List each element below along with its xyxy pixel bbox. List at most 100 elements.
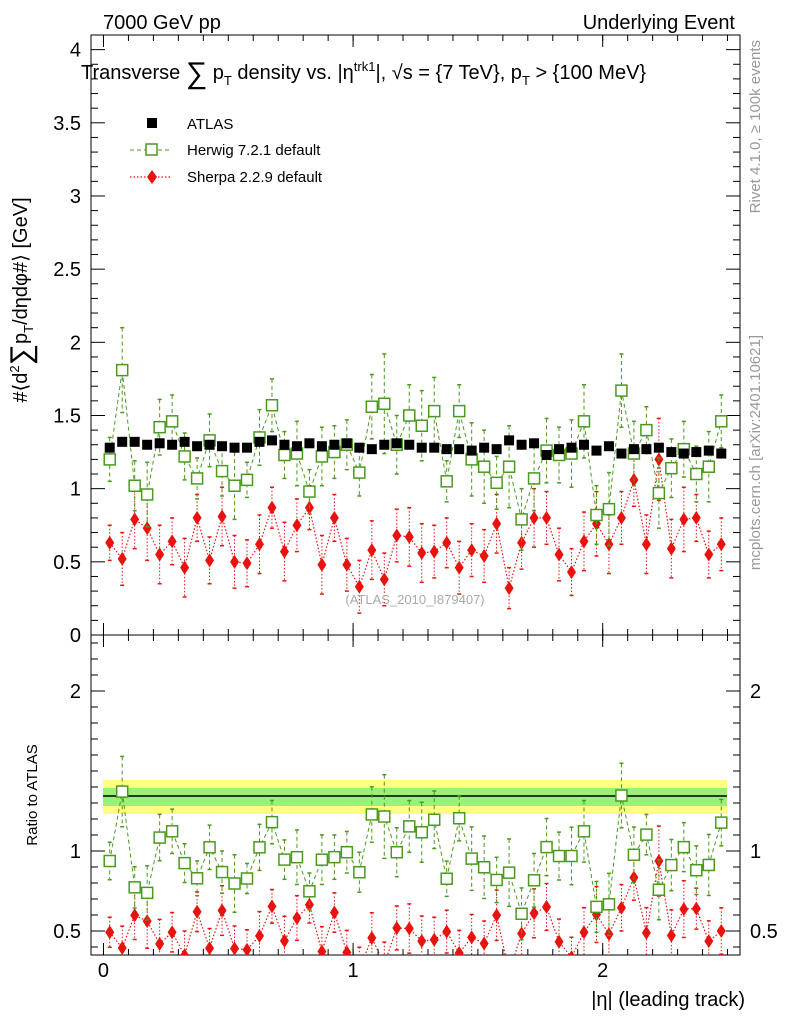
herwig-point	[140, 488, 154, 501]
herwig-point	[702, 858, 716, 872]
herwig-point	[278, 448, 291, 462]
sherpa-point	[479, 548, 489, 563]
herwig-point	[577, 415, 591, 428]
y-tick-label: 2.5	[53, 259, 81, 281]
sherpa-point	[217, 903, 227, 918]
herwig-point	[665, 461, 678, 475]
atlas-point	[279, 439, 290, 450]
sherpa-point	[666, 541, 676, 556]
y-tick-label: 0	[70, 625, 81, 647]
herwig-point	[477, 460, 491, 473]
herwig-point	[103, 854, 116, 868]
herwig-point	[315, 450, 329, 463]
herwig-point	[552, 849, 566, 863]
atlas-point	[142, 439, 153, 450]
atlas-point	[266, 435, 277, 446]
ratio-tick-label-right: 1	[750, 841, 761, 863]
herwig-point	[153, 831, 166, 844]
atlas-point	[516, 439, 527, 450]
herwig-point	[627, 848, 641, 862]
sherpa-point	[117, 551, 127, 566]
sherpa-point	[554, 547, 564, 562]
atlas-point	[217, 441, 228, 452]
header-left: 7000 GeV pp	[103, 12, 221, 34]
herwig-point	[690, 467, 703, 481]
sherpa-point	[604, 927, 614, 942]
atlas-point	[529, 438, 540, 449]
sherpa-point	[192, 510, 202, 525]
sherpa-point	[429, 932, 439, 947]
herwig-point	[378, 397, 391, 411]
y-tick-label: 2	[70, 332, 81, 354]
atlas-point	[316, 441, 327, 452]
atlas-point	[441, 444, 452, 455]
herwig-point	[427, 813, 441, 826]
herwig-point	[702, 460, 716, 473]
herwig-point	[190, 472, 204, 485]
herwig-point	[415, 826, 428, 839]
atlas-point	[354, 442, 365, 453]
sherpa-point	[279, 933, 289, 948]
atlas-point	[678, 448, 689, 459]
x-tick-label: 2	[597, 960, 608, 982]
atlas-point	[366, 444, 377, 455]
sherpa-point	[392, 528, 402, 543]
sherpa-point	[404, 529, 414, 544]
sherpa-point	[254, 537, 264, 552]
y-tick-label: 0.5	[53, 552, 81, 574]
herwig-point	[203, 841, 216, 854]
ratio-y-axis-label: Ratio to ATLAS	[24, 744, 41, 845]
herwig-point	[240, 473, 254, 487]
sherpa-point	[404, 921, 414, 936]
legend-marker-sherpa	[147, 170, 157, 184]
sherpa-point	[691, 510, 701, 525]
atlas-point	[117, 436, 128, 447]
sherpa-point	[130, 512, 140, 527]
atlas-point	[566, 442, 577, 453]
sherpa-point	[392, 920, 402, 935]
atlas-point	[591, 445, 602, 456]
sherpa-point	[105, 925, 115, 940]
sherpa-point	[616, 510, 626, 525]
sherpa-point	[155, 936, 165, 951]
herwig-point	[303, 885, 316, 898]
atlas-point	[554, 444, 565, 455]
ratio-plot-frame	[90, 634, 741, 956]
sherpa-point	[205, 941, 215, 955]
ratio-tick-label-right: 0.5	[750, 921, 778, 943]
herwig-point	[577, 825, 591, 838]
herwig-point	[215, 865, 229, 879]
y-tick-label: 1.5	[53, 405, 81, 427]
herwig-point	[515, 907, 528, 921]
sherpa-point	[254, 928, 264, 943]
herwig-point	[602, 898, 616, 911]
herwig-point	[465, 852, 478, 865]
sherpa-point	[641, 925, 651, 940]
atlas-point	[167, 439, 178, 450]
herwig-point	[390, 845, 404, 859]
side-text-rivet: Rivet 4.1.0, ≥ 100k events	[747, 40, 764, 213]
analysis-watermark: (ATLAS_2010_I879407)	[345, 592, 484, 607]
herwig-point	[440, 475, 453, 488]
herwig-point	[178, 450, 191, 463]
herwig-point	[415, 419, 428, 432]
y-tick-label: 4	[70, 40, 81, 62]
sherpa-point	[205, 553, 215, 568]
atlas-point	[603, 441, 614, 452]
atlas-point	[229, 442, 240, 453]
ratio-band-green	[103, 788, 727, 806]
herwig-point	[103, 453, 116, 466]
y-tick-label: 1	[70, 479, 81, 501]
sherpa-connecting-line	[109, 459, 722, 589]
sherpa-point	[429, 544, 439, 559]
atlas-point	[329, 439, 340, 450]
atlas-point	[204, 439, 215, 450]
herwig-point	[502, 866, 516, 879]
herwig-point	[690, 863, 703, 877]
sherpa-point	[167, 925, 177, 940]
herwig-point	[652, 883, 666, 896]
herwig-point	[265, 398, 279, 412]
sherpa-point	[342, 557, 352, 572]
x-tick-label: 1	[348, 960, 359, 982]
sherpa-point	[217, 509, 227, 524]
